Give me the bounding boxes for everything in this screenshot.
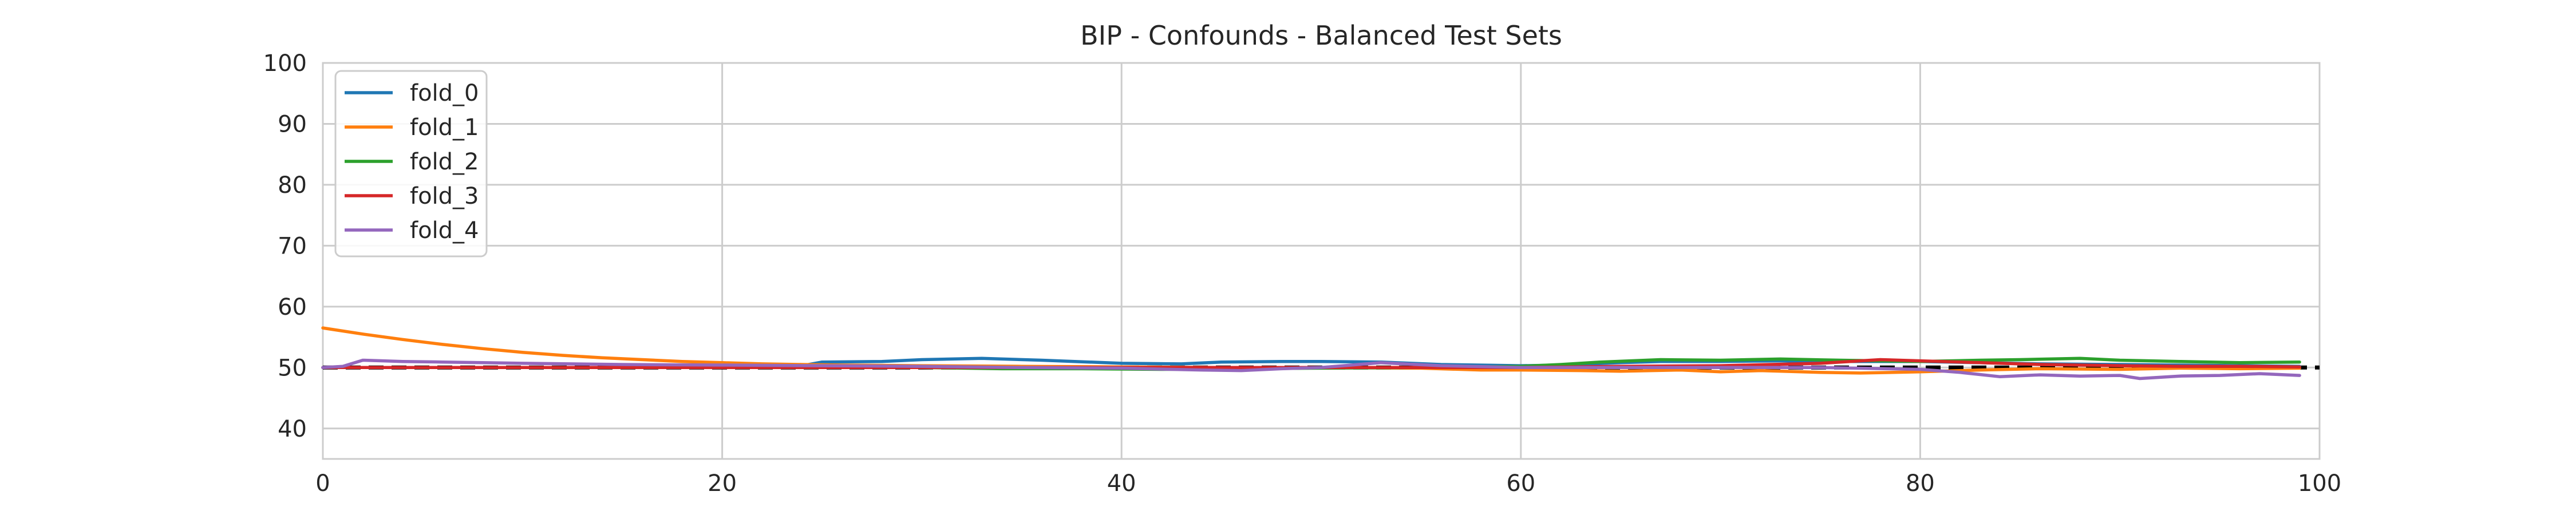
legend-label: fold_1 bbox=[410, 114, 479, 141]
legend-label: fold_3 bbox=[410, 183, 479, 209]
y-tick-label: 40 bbox=[278, 416, 307, 442]
x-tick-label: 20 bbox=[708, 470, 737, 497]
y-tick-label: 60 bbox=[278, 294, 307, 320]
legend-label: fold_4 bbox=[410, 217, 479, 244]
y-tick-label: 70 bbox=[278, 233, 307, 259]
legend-label: fold_0 bbox=[410, 80, 479, 106]
y-tick-label: 50 bbox=[278, 355, 307, 381]
x-tick-label: 0 bbox=[315, 470, 330, 497]
x-tick-label: 40 bbox=[1107, 470, 1136, 497]
legend-label: fold_2 bbox=[410, 149, 479, 175]
tick-labels: 0 20 40 60 80 100 40 50 60 70 80 90 100 bbox=[263, 50, 2342, 497]
x-tick-label: 60 bbox=[1506, 470, 1535, 497]
series-lines bbox=[321, 326, 2301, 381]
x-tick-label: 100 bbox=[2298, 470, 2341, 497]
plot-background bbox=[323, 63, 2320, 459]
x-tick-label: 80 bbox=[1906, 470, 1935, 497]
plot-frame bbox=[322, 62, 2321, 460]
series-line-fold-4 bbox=[321, 358, 2301, 381]
y-tick-label: 90 bbox=[278, 111, 307, 137]
legend-box bbox=[334, 70, 488, 258]
y-tick-label: 80 bbox=[278, 172, 307, 199]
chart-title: BIP - Confounds - Balanced Test Sets bbox=[1080, 20, 1562, 51]
legend: fold_0 fold_1 fold_2 fold_3 fold_4 bbox=[334, 70, 488, 258]
y-tick-label: 100 bbox=[263, 50, 307, 77]
